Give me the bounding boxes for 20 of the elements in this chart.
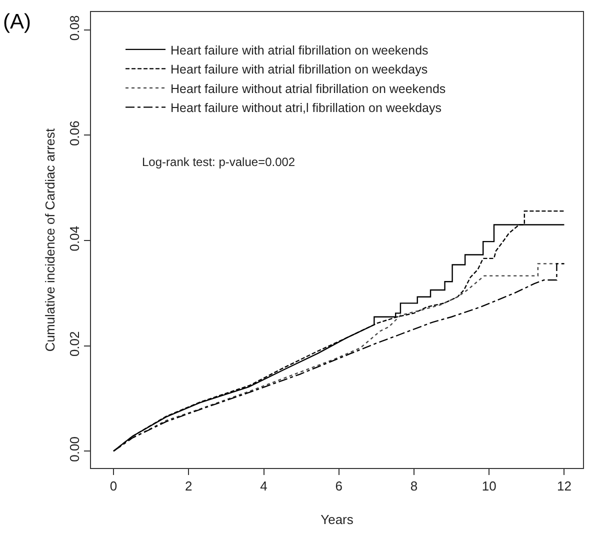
x-tick-label: 6 (335, 478, 342, 494)
y-tick-label: 0.00 (66, 436, 82, 462)
x-tick-label: 8 (410, 478, 418, 494)
x-tick-label: 4 (260, 478, 268, 494)
y-axis-title: Cumulative incidence of Cardiac arrest (42, 128, 58, 352)
legend-label: Heart failure without atri,l fibrillation on weekdays (170, 101, 442, 116)
x-tick-label: 10 (482, 478, 496, 494)
x-tick-label: 0 (110, 478, 118, 494)
x-axis-title: Years (320, 512, 354, 528)
legend-label: Heart failure without atrial fibrillation on weekends (170, 82, 446, 96)
y-tick-label: 0.02 (66, 331, 82, 357)
legend-label: Heart failure with atrial fibrillation on weekends (170, 43, 428, 58)
y-tick-label: 0.08 (66, 15, 82, 41)
annotation: Log-rank test: p-value=0.002 (142, 155, 296, 169)
y-tick-label: 0.06 (66, 120, 82, 146)
x-tick-label: 2 (185, 478, 192, 494)
x-tick-label: 12 (556, 478, 572, 494)
legend-label: Heart failure with atrial fibrillation on weekdays (170, 62, 428, 77)
chart-title: (A) (2, 10, 31, 34)
y-tick-label: 0.04 (66, 226, 82, 252)
